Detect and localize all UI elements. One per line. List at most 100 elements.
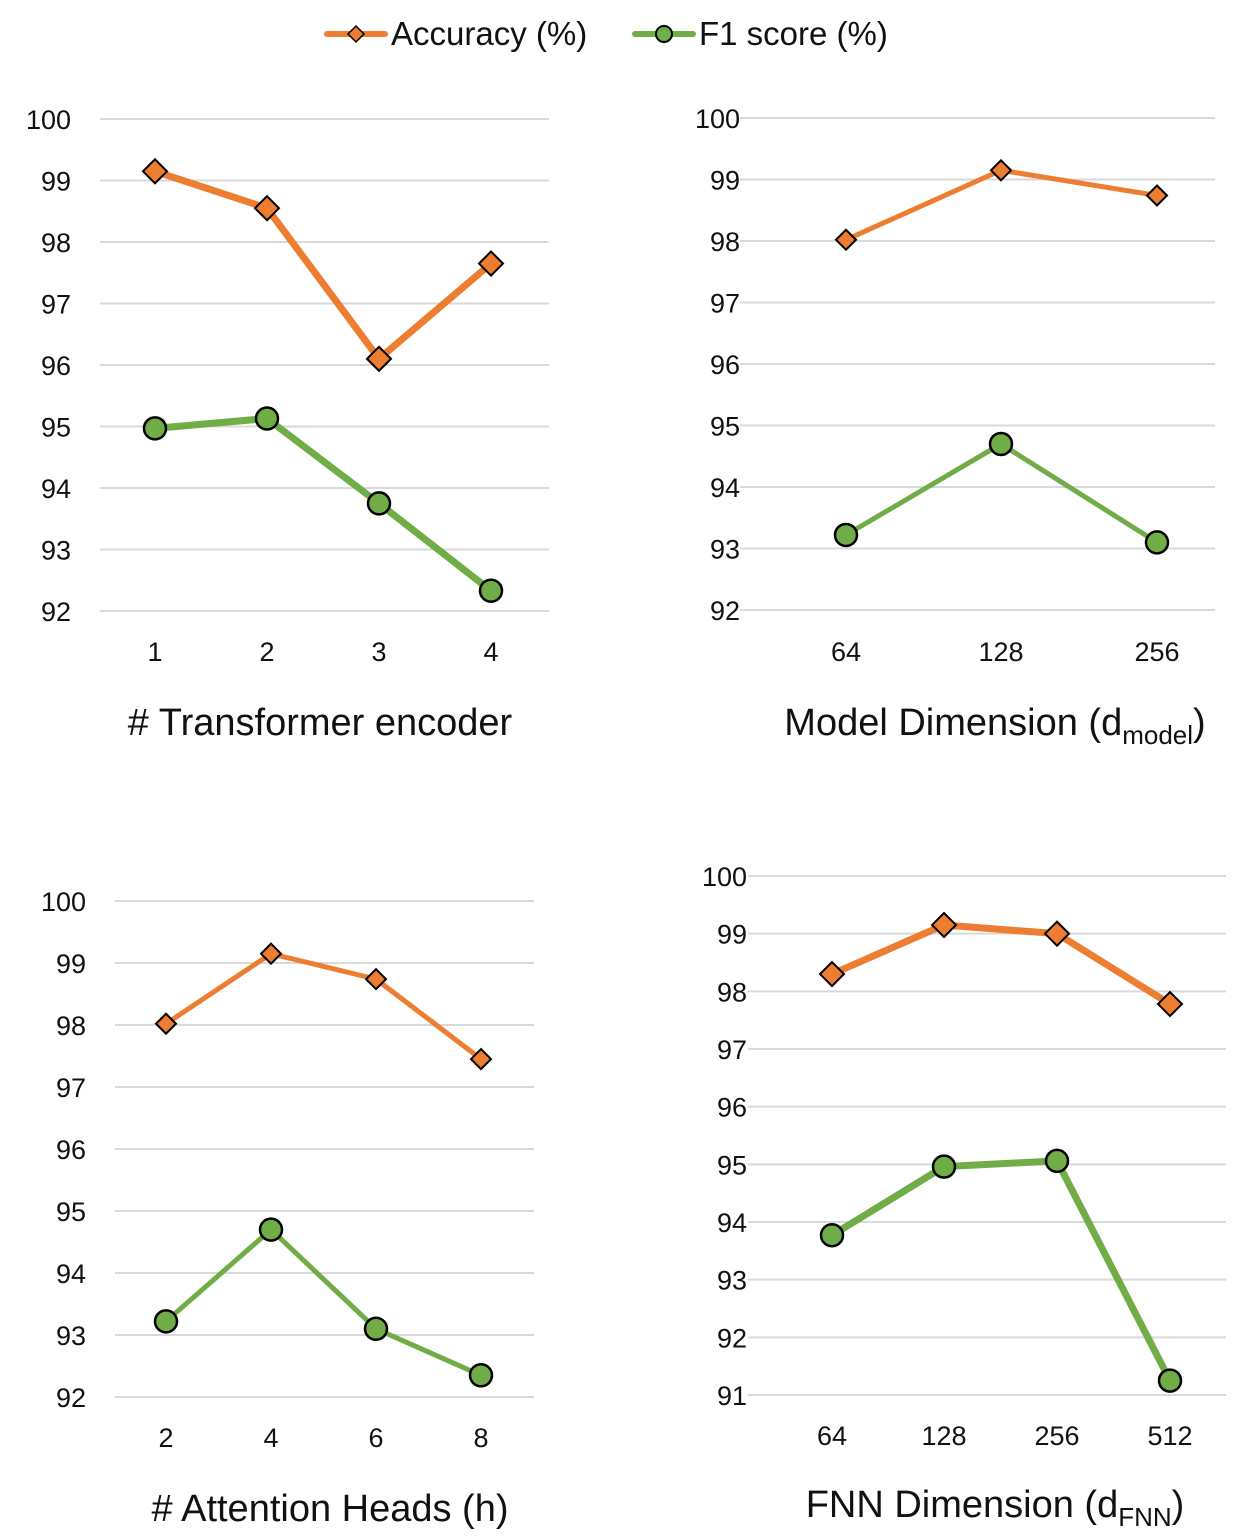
accuracy-point [930,911,958,939]
f1-series-line [828,1157,1174,1385]
f1-point [366,491,392,516]
y-tick-label: 99 [41,167,71,197]
f1-point [819,1223,845,1248]
y-tick-label: 96 [717,1093,747,1123]
x-tick-label: 64 [831,637,861,667]
accuracy-point [477,250,505,277]
y-tick-label: 100 [26,105,71,135]
y-tick-label: 97 [56,1073,86,1103]
accuracy-point [834,228,858,252]
accuracy-series-line [151,167,495,363]
x-axis-title: FNN Dimension (dFNN) [806,1484,1185,1532]
y-tick-label: 92 [710,596,740,626]
y-tick-label: 95 [41,413,71,443]
accuracy-series-line [828,921,1174,1008]
accuracy-point [818,960,846,988]
y-tick-label: 100 [695,104,740,134]
y-tick-label: 98 [56,1011,86,1041]
y-tick-label: 97 [41,290,71,320]
legend-label: F1 score (%) [699,15,888,52]
x-tick-label: 4 [483,637,498,667]
y-tick-label: 100 [702,862,747,892]
y-tick-label: 96 [41,351,71,381]
y-tick-label: 94 [56,1259,86,1289]
y-tick-label: 95 [710,412,740,442]
legend-diamond-marker [346,24,366,44]
x-tick-label: 2 [158,1423,173,1453]
x-tick-label: 512 [1147,1421,1192,1451]
accuracy-point [154,1012,178,1036]
f1-point [1157,1368,1183,1393]
x-tick-label: 64 [817,1421,847,1451]
y-tick-label: 94 [41,474,71,504]
y-tick-label: 94 [717,1208,747,1238]
accuracy-point [989,158,1013,182]
y-tick-label: 99 [717,920,747,950]
x-tick-label: 4 [263,1423,278,1453]
legend-circle-marker [655,25,673,43]
y-tick-label: 97 [717,1035,747,1065]
x-tick-label: 3 [371,637,386,667]
accuracy-point [365,345,393,373]
y-tick-label: 97 [710,289,740,319]
y-tick-label: 98 [41,228,71,258]
y-tick-label: 93 [717,1266,747,1296]
f1-point [153,1309,179,1334]
accuracy-series-line [163,951,484,1062]
x-tick-label: 128 [978,637,1023,667]
legend-label: Accuracy (%) [391,15,587,52]
accuracy-point [141,157,169,185]
y-tick-label: 94 [710,473,740,503]
f1-point [988,431,1014,457]
x-tick-label: 2 [259,637,274,667]
accuracy-point [1156,990,1184,1018]
y-tick-label: 93 [710,535,740,565]
f1-point [363,1316,389,1342]
y-tick-label: 96 [710,350,740,380]
f1-point [1044,1148,1070,1174]
y-tick-label: 98 [717,977,747,1007]
f1-point [931,1154,957,1179]
x-tick-label: 6 [368,1423,383,1453]
x-axis-title: Model Dimension (dmodel) [784,702,1205,750]
f1-point [258,1217,284,1242]
x-tick-label: 128 [921,1421,966,1451]
f1-point [833,522,859,548]
y-tick-label: 92 [41,597,71,627]
accuracy-point [1043,920,1071,948]
f1-series-line [163,1227,484,1378]
legend: Accuracy (%) F1 score (%) [324,15,888,52]
x-tick-label: 8 [473,1423,488,1453]
x-axis-title: # Attention Heads (h) [152,1488,509,1530]
y-tick-label: 95 [56,1197,86,1227]
f1-series-line [151,415,495,595]
y-tick-label: 98 [710,227,740,257]
y-tick-label: 99 [56,949,86,979]
y-tick-label: 95 [717,1150,747,1180]
chart-panel-2: 92 93 94 95 96 97 98 99 100 64 128 256 Model Dimensi… [695,104,1215,750]
y-tick-label: 93 [56,1321,86,1351]
accuracy-point [469,1047,493,1071]
y-tick-label: 92 [56,1383,86,1413]
x-tick-label: 256 [1134,637,1179,667]
accuracy-point [1145,184,1169,207]
chart-panel-1: 92 93 94 95 96 97 98 99 100 1 2 3 4 # Transformer enc… [26,105,549,744]
accuracy-point [364,967,388,991]
f1-point [468,1363,494,1388]
y-tick-label: 93 [41,536,71,566]
chart-panels: 92 93 94 95 96 97 98 99 100 1 2 3 4 # Transformer enc… [26,104,1226,1532]
f1-point [254,406,280,431]
y-tick-label: 91 [717,1381,747,1411]
f1-point [1144,530,1170,555]
x-axis-title: # Transformer encoder [128,702,513,744]
legend-item-f1: F1 score (%) [632,15,888,52]
legend-item-accuracy: Accuracy (%) [324,15,587,52]
y-tick-label: 100 [41,887,86,917]
y-tick-label: 92 [717,1323,747,1353]
chart-panel-4: 91 92 93 94 95 96 97 98 99 100 64 128 256 512 FNN Dime… [702,862,1226,1532]
f1-point [142,416,168,441]
f1-point [478,578,504,603]
x-tick-label: 256 [1034,1421,1079,1451]
accuracy-point [253,194,281,222]
